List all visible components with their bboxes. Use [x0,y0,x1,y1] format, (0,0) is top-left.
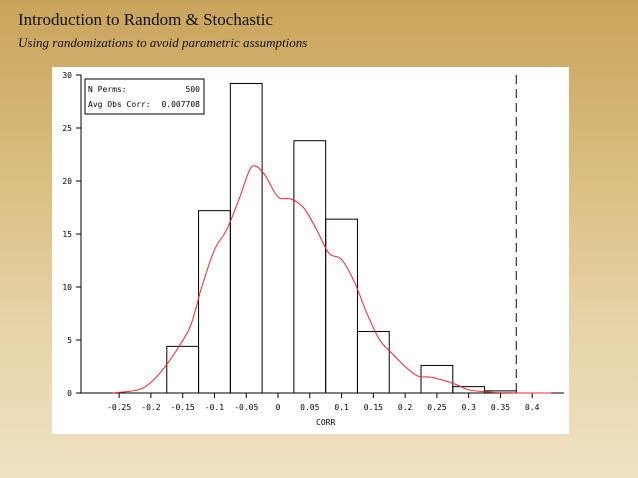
slide-subtitle: Using randomizations to avoid parametric… [18,35,308,50]
y-tick-label: 5 [67,336,72,345]
stats-label-nperms: N Perms: [88,85,127,94]
x-tick-label: 0.1 [334,403,349,412]
stats-box: N Perms: 500 Avg Obs Corr: 0.007708 [84,78,205,115]
x-tick-label: -0.1 [205,403,224,412]
histogram-bar [293,140,327,394]
stats-label-avg-obs-corr: Avg Obs Corr: [88,100,151,109]
x-tick-label: -0.25 [107,403,131,412]
x-tick-label: 0.05 [300,403,319,412]
axes: 0 5 10 15 20 25 30 -0.25 -0.2 -0.15 -0.1 -0.05 0 0.05… [62,71,564,412]
histogram-bar [356,331,390,394]
x-tick-label: 0.15 [364,403,383,412]
y-tick-label: 15 [62,230,72,239]
density-curve [112,165,552,394]
histogram-bar [229,82,263,394]
histogram-bar [198,210,231,394]
histogram-bar [420,364,454,394]
y-tick-label: 20 [62,177,72,186]
histogram-bar [325,218,358,394]
stats-value-avg-obs-corr: 0.007708 [161,100,200,109]
x-tick-label: 0.25 [427,403,446,412]
x-tick-label: -0.2 [141,403,160,412]
x-tick-label: -0.05 [234,403,258,412]
y-tick-label: 0 [67,389,72,398]
x-tick-label: 0.2 [398,403,413,412]
x-tick-label: 0.4 [525,403,540,412]
x-tick-label: 0.35 [491,403,510,412]
histogram-bars [166,82,517,394]
x-axis-label: CORR [316,418,335,427]
y-tick-label: 25 [62,124,72,133]
histogram-bar [452,386,486,394]
histogram-chart: 0 5 10 15 20 25 30 -0.25 -0.2 -0.15 -0.1 -0.05 0 0.05… [62,71,564,427]
histogram-bar [166,345,200,394]
y-tick-label: 10 [62,283,72,292]
x-tick-label: 0 [276,403,281,412]
y-tick-label: 30 [62,71,72,80]
histogram-panel: 0 5 10 15 20 25 30 -0.25 -0.2 -0.15 -0.1 -0.05 0 0.05… [52,67,569,434]
x-tick-label: -0.15 [171,403,195,412]
stats-box-frame [84,78,205,115]
x-tick-label: 0.3 [461,403,476,412]
slide-title: Introduction to Random & Stochastic [18,10,273,29]
stats-value-nperms: 500 [186,85,201,94]
